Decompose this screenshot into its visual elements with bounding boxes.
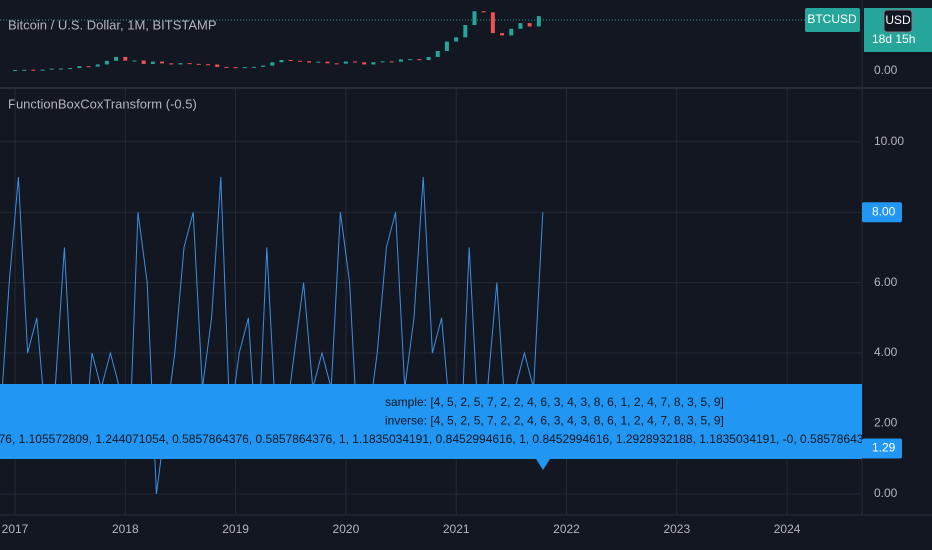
candle <box>58 68 63 70</box>
candle <box>242 67 247 69</box>
candle <box>77 66 82 69</box>
currency-button[interactable] <box>883 9 913 33</box>
candle <box>509 28 514 36</box>
candle <box>362 62 367 65</box>
symbol-title: Bitcoin / U.S. Dollar, 1M, BITSTAMP <box>8 17 217 32</box>
candle <box>261 65 266 67</box>
candle <box>224 66 229 68</box>
currency: USD <box>885 13 911 27</box>
candle <box>500 33 505 36</box>
candle <box>279 59 284 63</box>
candle <box>104 60 109 65</box>
time-label: 2024 <box>774 522 801 536</box>
candle <box>417 59 422 61</box>
candle <box>398 59 403 62</box>
time-label: 2019 <box>222 522 249 536</box>
candle <box>435 50 440 57</box>
candle <box>187 63 192 65</box>
candle <box>481 11 486 13</box>
candle <box>13 70 17 72</box>
candle <box>343 61 348 64</box>
candle <box>31 69 36 71</box>
candle <box>251 66 256 68</box>
time-label: 2023 <box>663 522 690 536</box>
candle <box>463 25 468 38</box>
candle <box>233 67 238 69</box>
last-value-tag <box>862 202 902 223</box>
candle <box>536 16 541 27</box>
candle <box>169 63 174 65</box>
time-label: 2022 <box>553 522 580 536</box>
candle <box>288 59 293 61</box>
y-tick-label: 10.00 <box>874 134 904 148</box>
candle <box>353 61 358 63</box>
tooltip-line: sample: [4, 5, 2, 5, 7, 2, 2, 4, 6, 3, 4… <box>385 395 724 409</box>
candle <box>297 60 302 62</box>
candle <box>490 12 495 34</box>
candle <box>454 37 459 42</box>
tooltip-line: inverse: [4, 5, 2, 5, 7, 2, 2, 4, 6, 3, … <box>385 414 724 428</box>
candle <box>426 56 431 61</box>
candle <box>527 23 532 27</box>
candle <box>371 62 376 65</box>
symbol-badge-text: BTCUSD <box>807 12 857 26</box>
candle <box>307 61 312 63</box>
indicator-title: FunctionBoxCoxTransform (-0.5) <box>8 96 197 111</box>
candle <box>196 63 201 65</box>
candle <box>316 61 321 63</box>
candle <box>160 61 165 64</box>
candle <box>444 41 449 51</box>
candle <box>49 68 54 70</box>
candle <box>325 61 330 64</box>
tooltip <box>0 384 862 459</box>
marker-text: 1.29 <box>872 441 896 455</box>
tooltip-pointer <box>536 459 550 470</box>
marker-tag <box>862 438 902 459</box>
price-tick-label: 0.00 <box>874 63 898 77</box>
candle <box>408 59 413 61</box>
candle <box>215 64 220 67</box>
candle <box>86 66 91 68</box>
candle <box>114 56 119 61</box>
candle <box>150 61 155 64</box>
candle <box>132 60 137 62</box>
candle <box>270 62 275 66</box>
y-tick-label: 4.00 <box>874 345 898 359</box>
last-value-text: 8.00 <box>872 204 896 218</box>
time-label: 2018 <box>112 522 139 536</box>
candle <box>389 61 394 63</box>
candle <box>518 23 523 29</box>
candle <box>380 61 385 63</box>
time-label: 2017 <box>2 522 29 536</box>
y-tick-label: 6.00 <box>874 275 898 289</box>
candle <box>334 63 339 65</box>
candle <box>22 69 27 71</box>
y-tick-label: 0.00 <box>874 486 898 500</box>
candle <box>205 64 210 66</box>
symbol-badge[interactable] <box>805 8 860 32</box>
time-label: 2020 <box>333 522 360 536</box>
y-tick-label: 2.00 <box>874 416 898 430</box>
candle <box>95 64 100 67</box>
time-label: 2021 <box>443 522 470 536</box>
candle <box>68 68 73 70</box>
candle <box>40 69 45 71</box>
candle <box>472 11 477 26</box>
candle <box>178 63 183 65</box>
tooltip-line: 4376, 1.105572809, 1.244071054, 0.585786… <box>0 432 877 446</box>
countdown: 18d 15h <box>872 32 915 46</box>
candle <box>123 56 128 61</box>
candle <box>141 60 146 64</box>
